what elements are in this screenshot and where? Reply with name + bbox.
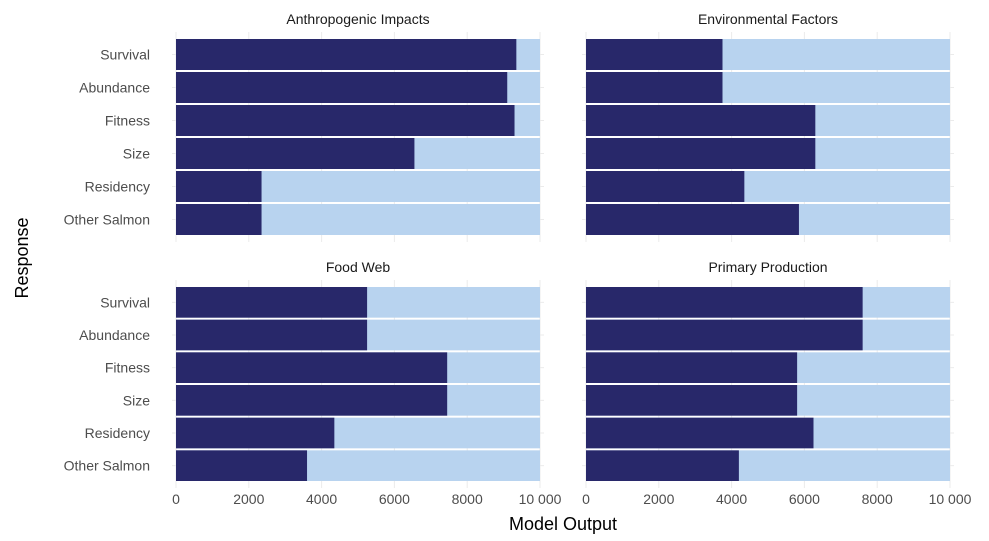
bar-value-abundance xyxy=(176,72,508,103)
bar-value-size xyxy=(586,385,798,416)
bar-value-fitness xyxy=(176,105,515,136)
bar-value-survival xyxy=(586,39,723,70)
x-tick-label: 4000 xyxy=(306,491,337,507)
panel-4: Primary Production 0 2000 4000 6000 8000 10 00… xyxy=(582,259,972,507)
bar-value-abundance xyxy=(586,72,723,103)
category-label: Fitness xyxy=(105,113,150,129)
panel-title: Environmental Factors xyxy=(698,11,838,27)
x-tick-label: 8000 xyxy=(452,491,483,507)
panels-group: Anthropogenic Impacts Survival Abundance Fi… xyxy=(64,11,972,507)
category-label: Size xyxy=(123,146,150,162)
bar-value-fitness xyxy=(586,105,816,136)
x-tick-label: 6000 xyxy=(789,491,820,507)
bar-value-other-salmon xyxy=(176,450,308,481)
category-label: Size xyxy=(123,392,150,408)
x-tick-label: 0 xyxy=(582,491,590,507)
category-label: Residency xyxy=(85,179,150,195)
panel-3: Food Web Survival Abundance Fitness Size Resi… xyxy=(64,259,562,507)
category-label: Survival xyxy=(100,47,150,63)
bar-value-residency xyxy=(176,171,262,202)
category-label: Survival xyxy=(100,294,150,310)
bar-value-size xyxy=(586,138,816,169)
panel-title: Food Web xyxy=(326,259,391,275)
bar-value-other-salmon xyxy=(176,204,262,235)
panel-title: Primary Production xyxy=(708,259,827,275)
category-label: Other Salmon xyxy=(64,212,150,228)
category-label: Fitness xyxy=(105,360,150,376)
bar-value-other-salmon xyxy=(586,204,799,235)
x-tick-label: 8000 xyxy=(862,491,893,507)
bar-value-abundance xyxy=(586,319,863,351)
x-tick-label: 4000 xyxy=(716,491,747,507)
bar-value-fitness xyxy=(176,352,448,383)
x-tick-label: 10 000 xyxy=(519,491,562,507)
category-label: Abundance xyxy=(79,80,150,96)
bar-value-residency xyxy=(586,171,745,202)
bar-value-survival xyxy=(176,287,368,318)
bar-value-residency xyxy=(176,417,335,449)
bar-value-size xyxy=(176,138,415,169)
bar-value-survival xyxy=(176,39,517,70)
category-label: Other Salmon xyxy=(64,458,150,474)
bar-value-fitness xyxy=(586,352,798,383)
panel-title: Anthropogenic Impacts xyxy=(286,11,429,27)
y-axis-title: Response xyxy=(12,217,32,298)
x-tick-label: 10 000 xyxy=(929,491,972,507)
x-tick-label: 6000 xyxy=(379,491,410,507)
x-axis-title: Model Output xyxy=(509,514,617,534)
bar-value-abundance xyxy=(176,319,368,351)
x-tick-label: 2000 xyxy=(233,491,264,507)
panel-1: Anthropogenic Impacts Survival Abundance Fi… xyxy=(64,11,544,242)
panel-2: Environmental Factors xyxy=(582,11,954,242)
bar-value-survival xyxy=(586,287,863,318)
bar-value-size xyxy=(176,385,448,416)
category-label: Abundance xyxy=(79,327,150,343)
bar-value-residency xyxy=(586,417,814,449)
category-label: Residency xyxy=(85,425,150,441)
bar-value-other-salmon xyxy=(586,450,739,481)
x-tick-label: 0 xyxy=(172,491,180,507)
x-tick-label: 2000 xyxy=(643,491,674,507)
